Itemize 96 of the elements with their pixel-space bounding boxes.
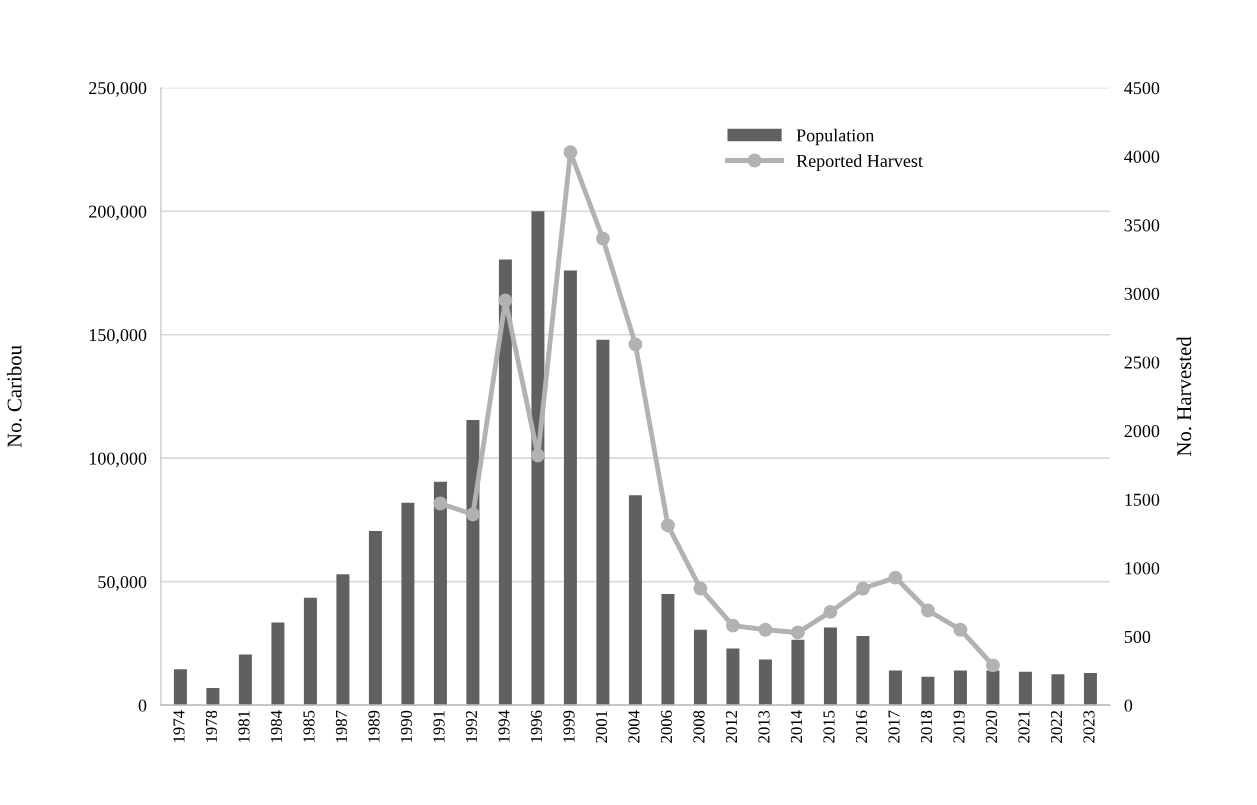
x-tick-label: 1984 bbox=[270, 710, 283, 742]
x-tick-label: 1981 bbox=[238, 711, 250, 742]
x-tick-label: 1994 bbox=[498, 710, 510, 742]
x-tick-label: 1990 bbox=[400, 710, 413, 742]
x-tick-label: 1985 bbox=[303, 710, 315, 742]
point bbox=[758, 622, 773, 637]
point bbox=[530, 448, 545, 463]
bar bbox=[856, 636, 870, 706]
bar bbox=[823, 627, 837, 706]
point bbox=[725, 618, 740, 633]
point bbox=[953, 622, 968, 637]
x-tick-label: 2022 bbox=[1050, 710, 1063, 743]
y2-tick-label: 2500 bbox=[1124, 356, 1160, 369]
bar bbox=[726, 648, 740, 706]
x-tick-label: 2021 bbox=[1018, 711, 1030, 743]
bar bbox=[596, 339, 610, 706]
x-tick-label: 2016 bbox=[855, 710, 868, 743]
bar bbox=[921, 676, 935, 706]
y-tick-label: 50,000 bbox=[98, 575, 147, 591]
bar bbox=[433, 481, 447, 706]
x-tick-label: 2004 bbox=[628, 710, 640, 743]
x-tick-label: 1989 bbox=[368, 710, 380, 742]
y-tick-label: 0 bbox=[138, 699, 147, 712]
x-tick-label: 2017 bbox=[888, 710, 900, 743]
y2-tick-label: 3500 bbox=[1124, 219, 1160, 232]
bar bbox=[661, 594, 675, 706]
bar bbox=[1051, 674, 1065, 706]
x-tick-label: 1991 bbox=[433, 711, 445, 742]
y2-tick-label: 500 bbox=[1124, 630, 1151, 644]
y2-tick-label: 0 bbox=[1124, 699, 1133, 712]
bar bbox=[401, 502, 415, 706]
y-tick-label: 200,000 bbox=[89, 205, 147, 221]
bar bbox=[1083, 673, 1097, 706]
point bbox=[498, 293, 513, 308]
x-tick-label: 1987 bbox=[335, 710, 348, 742]
x-tick-label: 2014 bbox=[790, 710, 803, 743]
x-tick-label: 2001 bbox=[595, 711, 608, 743]
bar bbox=[498, 259, 512, 706]
point bbox=[563, 145, 578, 160]
bar bbox=[563, 270, 577, 706]
point bbox=[433, 496, 448, 511]
bar bbox=[173, 669, 187, 706]
y2-tick-label: 4000 bbox=[1124, 150, 1160, 163]
y-axis-title: No. Caribou bbox=[6, 345, 22, 448]
y2-tick-label: 4500 bbox=[1124, 82, 1160, 95]
bar bbox=[888, 670, 902, 706]
x-tick-label: 2012 bbox=[725, 710, 738, 743]
y2-tick-label: 3000 bbox=[1124, 287, 1160, 300]
y2-tick-label: 2000 bbox=[1124, 425, 1160, 438]
bar bbox=[368, 531, 382, 706]
x-tick-label: 2008 bbox=[693, 710, 705, 743]
x-tick-label: 2006 bbox=[660, 710, 673, 743]
point bbox=[985, 658, 1000, 673]
x-tick-label: 1996 bbox=[530, 710, 543, 742]
bar bbox=[531, 211, 545, 706]
point bbox=[595, 231, 610, 246]
point bbox=[465, 507, 480, 522]
bar bbox=[693, 629, 707, 706]
bar bbox=[206, 687, 220, 706]
y2-tick-label: 1000 bbox=[1125, 562, 1160, 575]
bar bbox=[1018, 671, 1032, 706]
x-tick-label: 1999 bbox=[563, 710, 575, 742]
point bbox=[920, 603, 935, 618]
point bbox=[823, 604, 838, 619]
bar bbox=[238, 654, 252, 706]
x-tick-label: 2023 bbox=[1083, 710, 1095, 743]
point bbox=[660, 518, 675, 533]
x-tick-label: 1978 bbox=[205, 710, 218, 742]
bar bbox=[303, 597, 317, 706]
bar bbox=[953, 670, 967, 706]
legend-label: Reported Harvest bbox=[796, 154, 923, 171]
bar bbox=[336, 574, 350, 706]
y2-axis-title: No. Harvested bbox=[1176, 336, 1192, 457]
point bbox=[888, 570, 903, 585]
x-tick-label: 2013 bbox=[758, 710, 770, 743]
bar bbox=[791, 639, 805, 706]
bar bbox=[466, 419, 480, 706]
point bbox=[693, 581, 708, 596]
x-tick-label: 1974 bbox=[173, 710, 185, 742]
y-tick-label: 250,000 bbox=[89, 82, 147, 97]
bar bbox=[758, 659, 772, 706]
y2-tick-label: 1500 bbox=[1125, 493, 1160, 506]
bar bbox=[271, 622, 285, 706]
x-tick-label: 2019 bbox=[953, 710, 965, 743]
point bbox=[790, 625, 805, 640]
x-tick-label: 2020 bbox=[985, 710, 998, 743]
legend-label: Population bbox=[796, 128, 875, 146]
y-tick-label: 100,000 bbox=[89, 452, 147, 468]
point bbox=[628, 337, 643, 352]
bar bbox=[986, 670, 1000, 706]
x-tick-label: 2015 bbox=[823, 710, 835, 743]
x-tick-label: 2018 bbox=[920, 710, 933, 743]
y-tick-label: 150,000 bbox=[89, 328, 147, 344]
x-tick-label: 1992 bbox=[465, 710, 478, 742]
point bbox=[855, 581, 870, 596]
bar bbox=[628, 495, 642, 706]
